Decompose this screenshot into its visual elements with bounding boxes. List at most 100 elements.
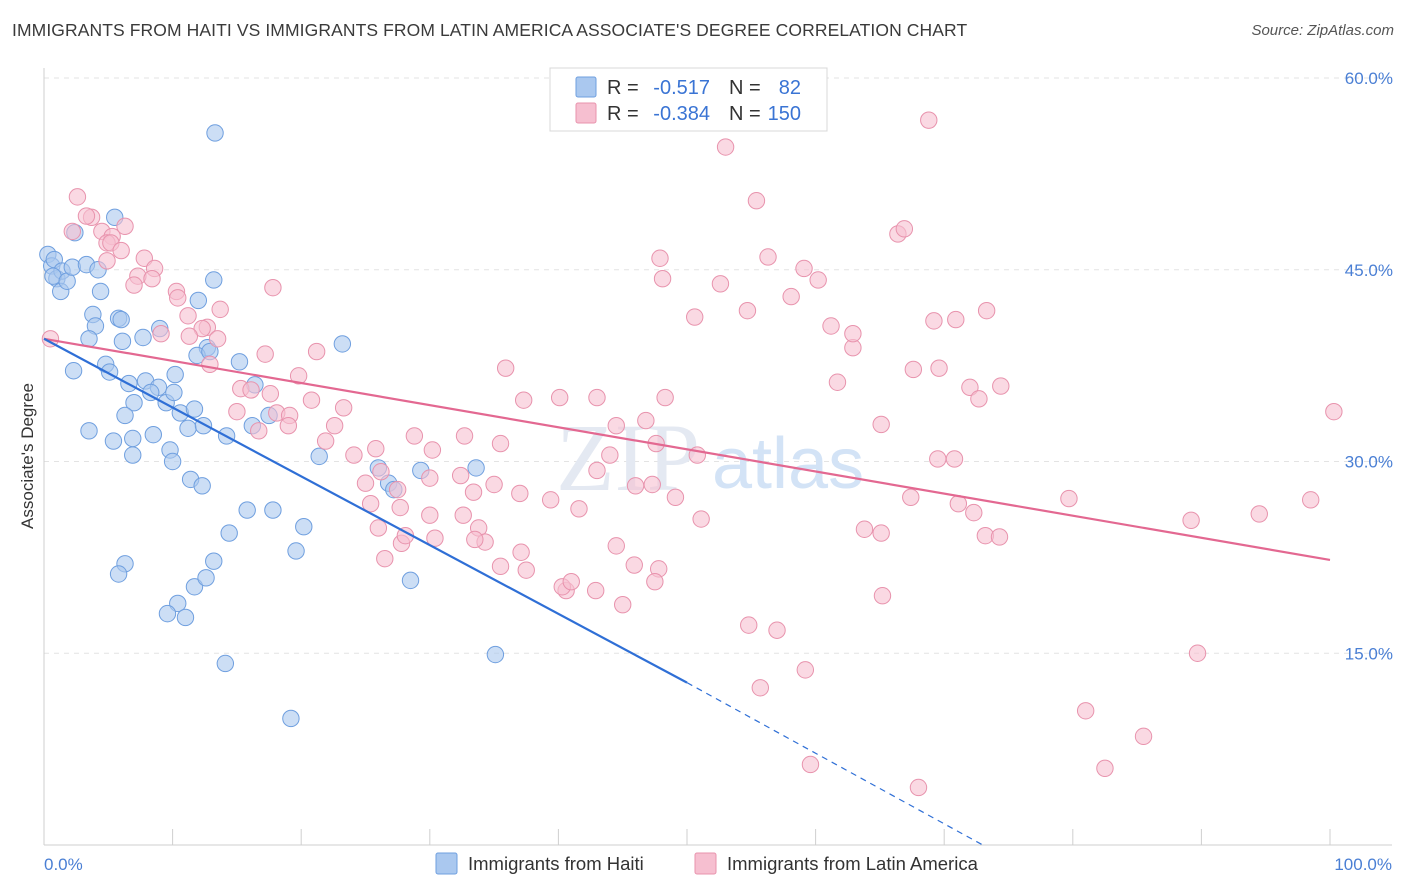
data-point xyxy=(179,307,197,325)
data-point xyxy=(607,537,625,555)
bottom-legend-swatch-haiti xyxy=(435,852,458,875)
data-point xyxy=(809,271,827,289)
data-point xyxy=(738,301,757,320)
data-point xyxy=(421,469,439,487)
data-point xyxy=(822,317,840,335)
x-tick-label-min: 0.0% xyxy=(44,855,83,874)
trend-line-haiti-extrapolated xyxy=(686,682,984,846)
data-point xyxy=(261,385,280,403)
data-point xyxy=(169,594,187,613)
data-point xyxy=(185,400,204,418)
data-point xyxy=(361,494,380,513)
data-point xyxy=(345,446,363,464)
data-point xyxy=(401,571,420,590)
data-point xyxy=(607,417,625,435)
data-point xyxy=(68,188,87,206)
data-point xyxy=(369,519,388,537)
data-point xyxy=(965,503,983,522)
data-point xyxy=(376,549,394,568)
data-point xyxy=(256,345,274,363)
data-point xyxy=(550,388,569,407)
data-point xyxy=(961,378,979,397)
data-point xyxy=(307,342,326,361)
data-point xyxy=(310,447,328,466)
data-point xyxy=(716,138,735,156)
data-point xyxy=(112,241,130,260)
data-point xyxy=(216,654,235,673)
data-point xyxy=(112,310,130,329)
data-point xyxy=(514,391,533,409)
stats-legend: R = -0.517 N = 82 R = -0.384 N = 150 xyxy=(549,67,828,132)
data-point xyxy=(512,543,530,561)
data-point xyxy=(116,217,134,235)
data-point xyxy=(782,287,800,306)
bottom-legend: Immigrants from Haiti Immigrants from La… xyxy=(435,852,979,875)
data-point xyxy=(289,367,308,385)
data-point xyxy=(909,778,928,797)
data-point xyxy=(211,300,229,319)
data-point xyxy=(152,324,170,343)
trend-line-haiti xyxy=(43,337,688,684)
data-point xyxy=(496,359,515,377)
data-point xyxy=(454,506,472,524)
trend-lines xyxy=(43,337,1331,846)
data-point xyxy=(391,498,409,517)
data-point xyxy=(451,466,470,485)
data-point xyxy=(238,501,256,519)
data-point xyxy=(287,542,305,560)
data-point xyxy=(562,572,580,591)
legend-r-value-haiti: -0.517 xyxy=(653,77,710,99)
data-point xyxy=(1096,759,1114,777)
data-point xyxy=(588,461,606,480)
legend-n-value-haiti: 82 xyxy=(779,77,801,99)
data-point xyxy=(193,319,211,338)
data-point xyxy=(124,446,142,464)
data-point xyxy=(588,388,606,407)
data-point xyxy=(372,463,390,481)
data-point xyxy=(180,327,199,345)
data-point xyxy=(77,207,96,225)
legend-n-label-haiti: N = xyxy=(729,77,761,99)
data-point xyxy=(135,249,154,267)
bottom-legend-label-haiti: Immigrants from Haiti xyxy=(468,853,644,874)
data-point xyxy=(455,427,474,445)
data-point xyxy=(228,402,246,421)
data-point xyxy=(242,381,260,399)
data-point xyxy=(740,616,758,634)
data-point xyxy=(796,661,815,679)
data-point xyxy=(388,480,407,499)
data-point xyxy=(828,373,847,391)
data-point xyxy=(902,488,920,506)
data-point xyxy=(873,587,892,605)
data-point xyxy=(929,450,947,468)
data-point xyxy=(201,355,219,374)
data-point xyxy=(179,419,197,437)
data-point xyxy=(751,679,770,697)
data-point xyxy=(1076,702,1095,720)
trend-line-latam xyxy=(43,337,1331,562)
data-point xyxy=(165,383,183,402)
data-point xyxy=(653,269,672,288)
data-point xyxy=(1302,491,1320,509)
legend-swatch-haiti xyxy=(575,76,597,98)
data-point xyxy=(264,278,282,297)
data-point xyxy=(586,581,605,600)
data-point xyxy=(1134,727,1153,746)
source-label: Source: ZipAtlas.com xyxy=(1251,22,1394,39)
data-point xyxy=(189,291,208,310)
watermark-atlas: atlas xyxy=(712,424,864,504)
data-point xyxy=(185,578,204,596)
data-point xyxy=(205,552,223,570)
bottom-legend-swatch-latam xyxy=(694,852,717,875)
data-point xyxy=(124,429,142,448)
data-point xyxy=(646,572,664,591)
series-latam-points xyxy=(41,111,1343,797)
data-point xyxy=(282,709,300,728)
data-point xyxy=(486,645,505,664)
data-point xyxy=(855,520,874,538)
y-tick-label: 60.0% xyxy=(1345,69,1393,88)
data-point xyxy=(64,362,83,380)
data-point xyxy=(1250,505,1268,523)
data-point xyxy=(230,353,249,371)
